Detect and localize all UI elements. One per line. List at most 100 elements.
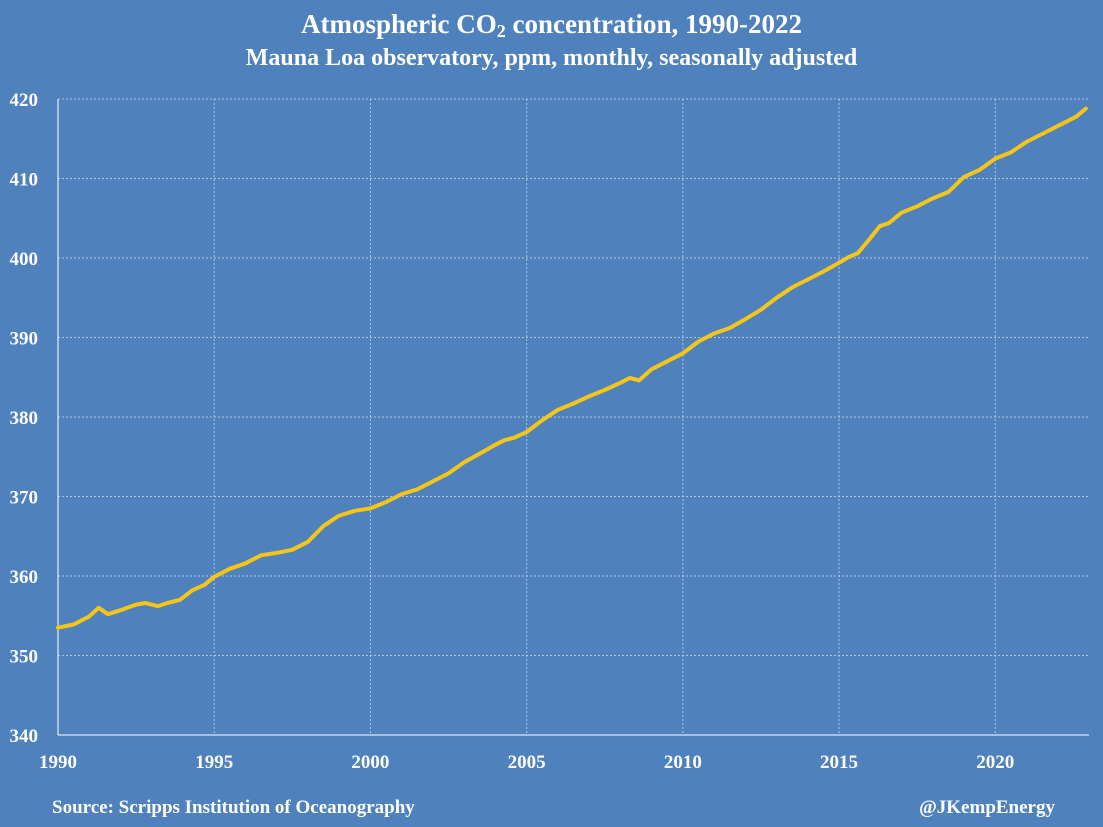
co2-data-point [228,567,232,571]
co2-data-point [190,588,194,592]
co2-data-point [887,221,891,225]
x-tick-label: 1995 [195,752,233,773]
co2-data-point [540,418,544,422]
co2-data-point [637,378,641,382]
co2-data-point [915,204,919,208]
co2-data-point [728,326,732,330]
co2-data-point [478,452,482,456]
title-prefix: Atmospheric CO [301,9,497,39]
co2-data-point [431,479,435,483]
co2-data-point [97,606,101,610]
x-tick-label: 2015 [820,752,858,773]
co2-data-point [493,443,497,447]
co2-data-point [587,394,591,398]
co2-data-point [665,359,669,363]
co2-data-point [290,548,294,552]
co2-data-point [337,514,341,518]
co2-data-point [856,251,860,255]
co2-data-point [931,196,935,200]
co2-data-point [775,296,779,300]
co2-data-point [1009,150,1013,154]
co2-data-point [143,601,148,605]
x-tick-label: 1990 [39,752,77,773]
co2-data-point [353,509,357,513]
co2-data-point [1024,140,1029,144]
co2-data-point [503,438,507,442]
co2-data-point [878,224,882,228]
co2-data-point [806,277,810,282]
co2-data-point [87,614,91,619]
co2-data-point [322,524,326,528]
x-tick-label: 2020 [976,752,1014,773]
co2-data-point [1074,114,1079,119]
co2-data-point [134,603,138,607]
y-tick-label: 340 [10,726,39,747]
co2-data-point [978,168,982,172]
title-suffix: concentration, 1990-2022 [505,9,802,39]
co2-data-point [837,261,841,265]
co2-data-point [512,436,516,440]
co2-data-point [56,626,60,630]
co2-data-point [650,367,654,371]
y-tick-label: 420 [10,90,39,111]
co2-data-point [821,269,826,274]
co2-data-point [618,381,623,385]
source-note: Source: Scripps Institution of Oceanogra… [52,797,415,818]
y-tick-label: 350 [10,647,39,668]
co2-data-point [368,506,372,510]
co2-data-point [1040,132,1044,136]
co2-data-point [603,388,607,392]
y-tick-label: 390 [10,329,39,350]
co2-data-point [712,331,716,336]
co2-data-point [628,376,632,380]
co2-data-point [446,471,451,475]
chart-title-block: Atmospheric CO2 concentration, 1990-2022… [0,6,1103,74]
tick-labels: 340 350 360 370 380 390 400 410 420 1990 1995 2000 2… [10,90,1015,773]
co2-data-point [156,604,160,608]
co2-data-point [525,430,529,434]
x-tick-label: 2005 [508,752,546,773]
co2-data-point [962,175,966,179]
co2-data-point [118,608,123,612]
author-credit: @JKempEnergy [919,797,1055,818]
co2-data-point [203,583,207,587]
co2-data-point [1065,119,1069,123]
co2-series-line [56,106,1088,630]
y-tick-label: 410 [10,170,39,191]
co2-data-point [743,317,747,321]
co2-data-point [993,157,997,161]
chart-subtitle: Mauna Loa observatory, ppm, monthly, sea… [245,45,858,71]
co2-data-point [868,236,872,240]
co2-data-point [946,190,951,194]
co2-data-point [212,575,216,579]
co2-data-point [1084,106,1088,111]
x-tick-label: 2000 [351,752,389,773]
co2-data-point [106,612,110,616]
y-tick-label: 360 [10,567,39,588]
co2-data-point [178,598,182,602]
title-subscript: 2 [496,21,506,41]
co2-data-point [899,211,904,215]
co2-data-point [72,622,76,627]
co2-data-point [243,561,248,565]
x-tick-label: 2010 [664,752,702,773]
co2-data-point [275,551,279,555]
series-layer [56,106,1088,630]
co2-data-point [681,351,685,355]
co2-data-point [556,408,560,412]
chart-title: Atmospheric CO2 concentration, 1990-2022 [0,6,1103,42]
co2-data-point [384,500,388,504]
co2-data-point [759,308,763,312]
co2-data-point [400,492,404,496]
y-tick-label: 370 [10,488,39,509]
co2-data-point [462,460,466,464]
co2-data-point [415,487,419,491]
y-tick-label: 400 [10,249,39,270]
co2-data-point [571,401,576,406]
co2-data-point [846,255,851,259]
co2-data-point [790,285,794,289]
co2-data-point [1056,124,1060,128]
co2-data-point [306,540,310,544]
y-tick-label: 380 [10,408,39,429]
